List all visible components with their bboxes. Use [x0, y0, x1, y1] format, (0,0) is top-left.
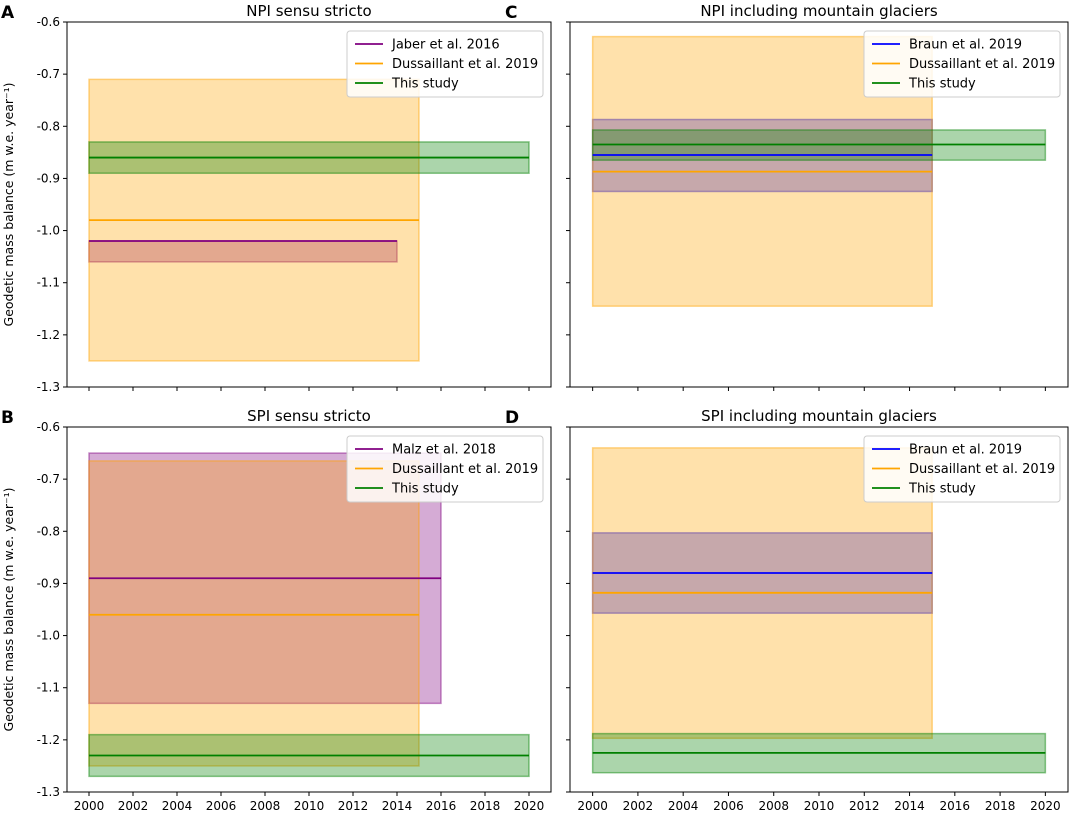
uncertainty-band — [88, 460, 420, 767]
x-tick-label: 2000 — [74, 799, 105, 813]
legend-label: Dussaillant et al. 2019 — [392, 57, 538, 72]
x-tick-label: 2006 — [713, 799, 744, 813]
legend-label: This study — [908, 77, 976, 92]
y-tick-label: -1.2 — [37, 328, 60, 342]
x-tick-label: 2014 — [382, 799, 413, 813]
x-tick-label: 2018 — [985, 799, 1016, 813]
panel-c: NPI including mountain glaciers C Braun et… — [505, 2, 1069, 391]
legend-label: Jaber et al. 2016 — [391, 38, 500, 53]
x-tick-label: 2004 — [668, 799, 699, 813]
legend-box — [863, 30, 1061, 98]
legend-label: This study — [908, 482, 976, 497]
y-tick-label: -1.3 — [37, 785, 60, 799]
y-tick-label: -0.6 — [37, 420, 60, 434]
y-axis-label: Geodetic mass balance (m w.e. year⁻¹) — [1, 83, 16, 327]
y-tick-label: -1.1 — [37, 276, 60, 290]
legend-box — [863, 435, 1061, 503]
x-tick-label: 2018 — [470, 799, 501, 813]
y-tick-label: -0.7 — [37, 472, 60, 486]
x-tick-label: 2016 — [940, 799, 971, 813]
legend-label: Braun et al. 2019 — [909, 38, 1022, 53]
panel-letter: A — [1, 3, 15, 23]
x-tick-label: 2006 — [206, 799, 237, 813]
panel-letter: D — [505, 408, 519, 428]
legend-label: Dussaillant et al. 2019 — [909, 57, 1055, 72]
x-tick-label: 2008 — [758, 799, 789, 813]
panel-title: NPI sensu stricto — [246, 2, 371, 20]
panel-title: SPI sensu stricto — [247, 407, 371, 425]
y-axis-label: Geodetic mass balance (m w.e. year⁻¹) — [1, 488, 16, 732]
panel-a: -0.6 -0.7 -0.8 -0.9 -1.0 -1.1 -1.2 -1.3 NPI sens… — [1, 2, 552, 394]
x-tick-label: 2020 — [514, 799, 545, 813]
x-tick-label: 2016 — [426, 799, 457, 813]
x-tick-label: 2002 — [623, 799, 654, 813]
x-tick-label: 2008 — [250, 799, 281, 813]
panel-d: 2000 2002 2004 2006 2008 2010 2012 2014 2016 2018… — [505, 407, 1069, 813]
y-tick-label: -0.8 — [37, 524, 60, 538]
legend-label: Malz et al. 2018 — [392, 443, 496, 458]
x-tick-label: 2002 — [118, 799, 149, 813]
panel-letter: C — [505, 3, 517, 23]
legend-label: Dussaillant et al. 2019 — [392, 462, 538, 477]
x-tick-label: 2012 — [849, 799, 880, 813]
y-tick-label: -0.9 — [37, 171, 60, 185]
y-tick-label: -0.7 — [37, 67, 60, 81]
x-tick-label: 2012 — [338, 799, 369, 813]
y-tick-label: -1.0 — [37, 224, 60, 238]
legend-label: Braun et al. 2019 — [909, 443, 1022, 458]
x-tick-label: 2014 — [894, 799, 925, 813]
panel-b: -0.6 -0.7 -0.8 -0.9 -1.0 -1.1 -1.2 -1.3 2000 2002… — [1, 407, 552, 813]
y-tick-label: -1.3 — [37, 380, 60, 394]
legend-label: This study — [391, 77, 459, 92]
y-tick-label: -0.6 — [37, 15, 60, 29]
y-tick-label: -0.9 — [37, 576, 60, 590]
legend-box — [346, 30, 544, 98]
legend-label: This study — [391, 482, 459, 497]
y-tick-label: -1.2 — [37, 733, 60, 747]
x-tick-label: 2004 — [162, 799, 193, 813]
y-tick-label: -1.0 — [37, 629, 60, 643]
x-tick-label: 2020 — [1030, 799, 1061, 813]
y-tick-label: -1.1 — [37, 681, 60, 695]
panel-title: NPI including mountain glaciers — [700, 2, 938, 20]
x-tick-label: 2000 — [577, 799, 608, 813]
legend-label: Dussaillant et al. 2019 — [909, 462, 1055, 477]
legend-box — [346, 435, 544, 503]
x-tick-label: 2010 — [294, 799, 325, 813]
panel-letter: B — [1, 408, 14, 428]
x-tick-label: 2010 — [804, 799, 835, 813]
panel-title: SPI including mountain glaciers — [701, 407, 937, 425]
y-tick-label: -0.8 — [37, 119, 60, 133]
